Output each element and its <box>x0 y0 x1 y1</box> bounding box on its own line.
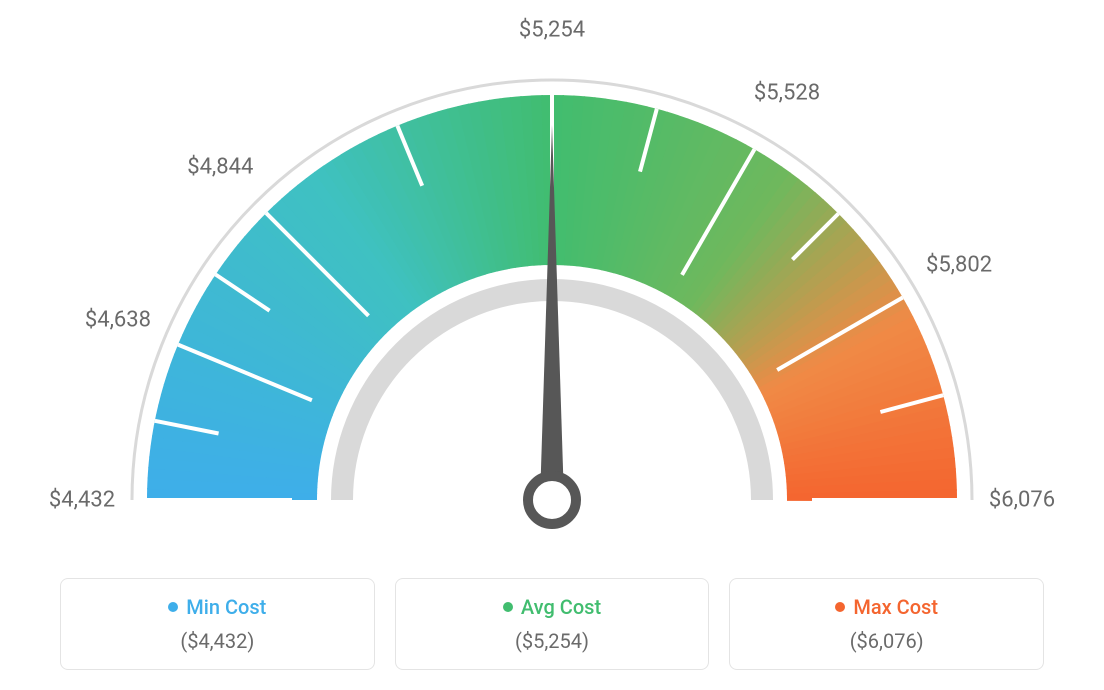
gauge-tick-label: $6,076 <box>989 488 1055 513</box>
legend-card-max: Max Cost ($6,076) <box>729 578 1044 670</box>
legend-title-max: Max Cost <box>853 595 938 619</box>
gauge-tick-label: $4,638 <box>85 307 151 332</box>
dot-icon <box>835 602 845 612</box>
legend-value-avg: ($5,254) <box>416 629 689 653</box>
legend-value-min: ($4,432) <box>81 629 354 653</box>
gauge-tick-label: $5,802 <box>926 253 992 278</box>
dot-icon <box>168 602 178 612</box>
legend-title-min: Min Cost <box>186 595 266 619</box>
gauge-svg <box>0 0 1104 560</box>
gauge-tick-label: $5,254 <box>519 18 585 43</box>
gauge-chart: $4,432 $4,638 $4,844 $5,254 $5,528 $5,802 $6,0… <box>0 0 1104 560</box>
legend-title-row: Min Cost <box>81 595 354 619</box>
legend-title-avg: Avg Cost <box>521 595 601 619</box>
legend-row: Min Cost ($4,432) Avg Cost ($5,254) Max … <box>0 578 1104 670</box>
gauge-tick-label: $4,844 <box>187 155 253 180</box>
legend-card-min: Min Cost ($4,432) <box>60 578 375 670</box>
gauge-tick-label: $4,432 <box>49 488 115 513</box>
gauge-tick-label: $5,528 <box>754 80 820 105</box>
legend-title-row: Avg Cost <box>416 595 689 619</box>
legend-title-row: Max Cost <box>750 595 1023 619</box>
legend-card-avg: Avg Cost ($5,254) <box>395 578 710 670</box>
dot-icon <box>503 602 513 612</box>
legend-value-max: ($6,076) <box>750 629 1023 653</box>
